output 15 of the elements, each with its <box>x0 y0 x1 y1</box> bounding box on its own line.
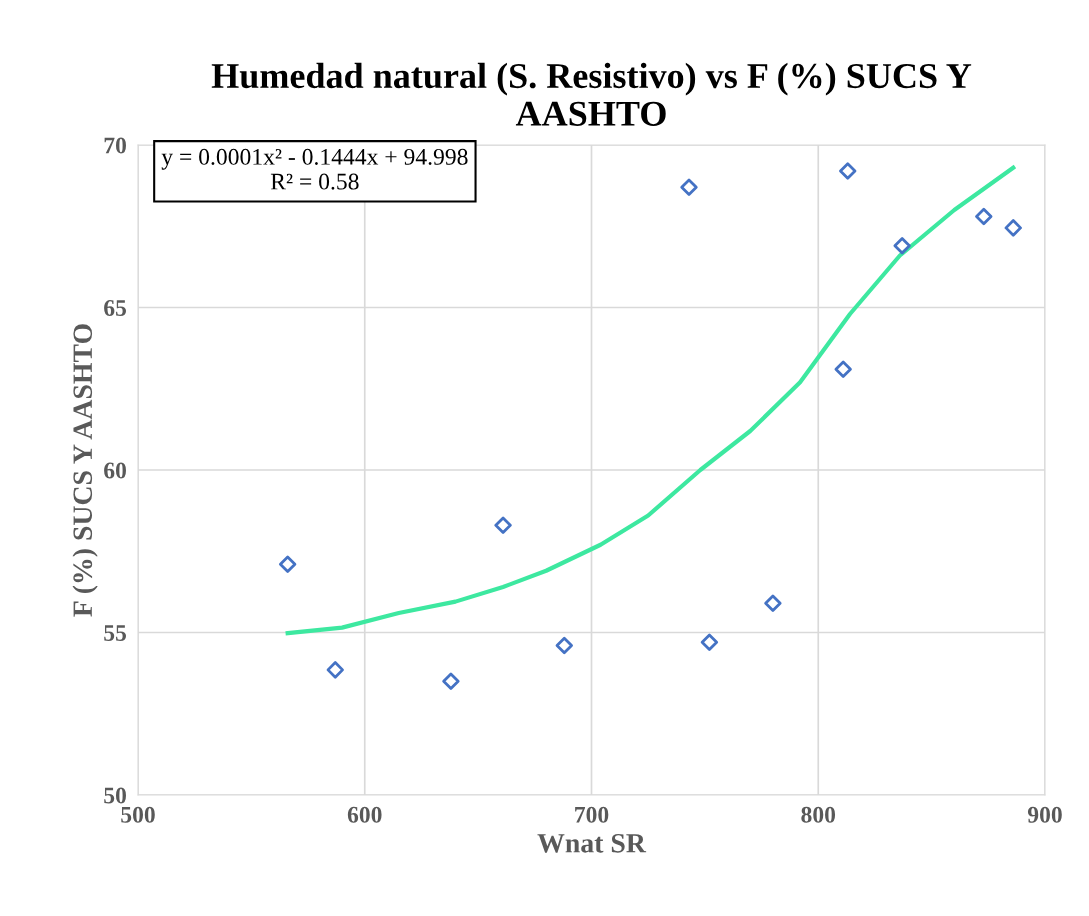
x-tick-label: 900 <box>1027 806 1062 823</box>
x-tick-label: 700 <box>575 806 609 823</box>
y-tick-label: 65 <box>104 300 127 316</box>
annotation: y = 0.0001x² - 0.1444x + 94.998 <box>161 148 468 170</box>
x-tick-label: 500 <box>121 806 155 823</box>
chart-title: Humedad natural (S. Resistivo) vs F (%) SUCS Y AASHTO <box>211 62 972 126</box>
x-tick-label: 600 <box>347 806 382 823</box>
annotation: R² = 0.58 <box>270 173 359 190</box>
y-tick-label: 70 <box>104 137 126 154</box>
y-axis-title: F (%) SUCS Y AASHTO <box>72 324 98 617</box>
y-tick-label: 60 <box>104 462 126 479</box>
y-tick-label: 55 <box>104 625 127 641</box>
y-tick-label: 50 <box>104 787 126 804</box>
x-tick-label: 800 <box>801 806 836 823</box>
x-axis-title: Wnat SR <box>537 833 647 853</box>
